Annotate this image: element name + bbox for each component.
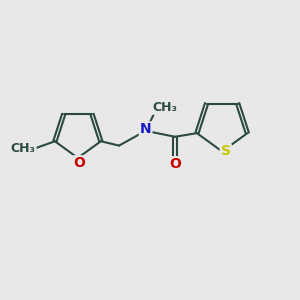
Text: CH₃: CH₃ <box>152 101 177 114</box>
Text: CH₃: CH₃ <box>11 142 36 155</box>
Text: O: O <box>74 156 85 170</box>
Text: S: S <box>221 145 231 158</box>
Text: N: N <box>140 122 152 136</box>
Text: O: O <box>169 157 181 171</box>
